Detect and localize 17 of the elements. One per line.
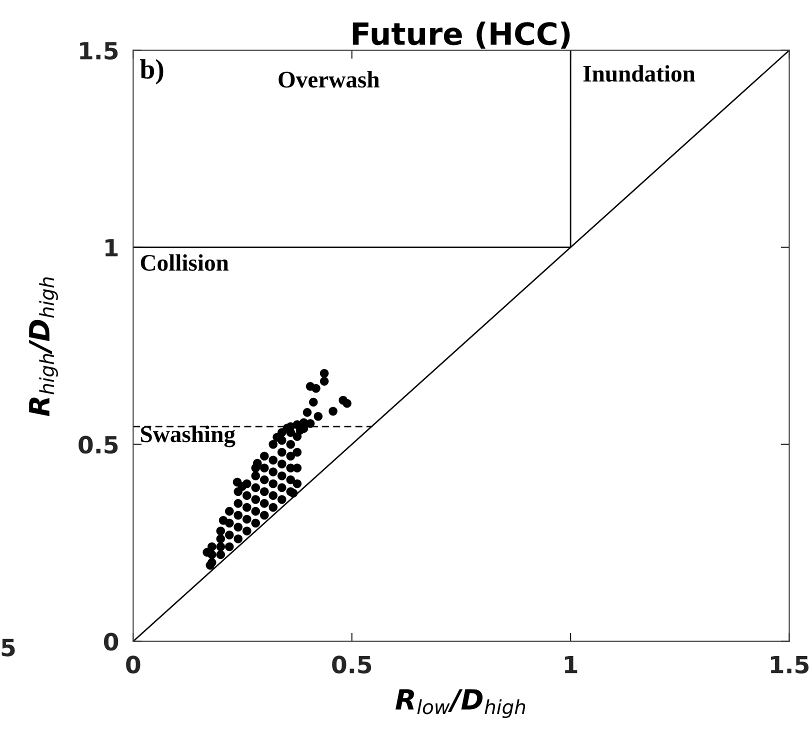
y-tick-label: 1 (106, 239, 118, 256)
x-axis-title: R$_{low}$/D$_{high}$ (396, 689, 526, 718)
x-tick-label: 0 (126, 656, 140, 674)
y-tick-label: 0 (104, 632, 118, 651)
annotation: Overwash (278, 71, 380, 88)
x-tick-label: 0.5 (332, 656, 372, 674)
annotation: Swashing (140, 426, 236, 448)
chart-title: Future (HCC) (352, 22, 570, 49)
y-axis-title: R$_{high}$/D$_{high}$ (29, 277, 58, 416)
y-tick-label: 0.5 (78, 436, 118, 454)
y-tick-label: 1.5 (80, 42, 118, 60)
x-tick-label: 1.5 (771, 656, 809, 674)
text: 5 (2, 638, 15, 656)
annotation: Collision (140, 254, 229, 271)
x-tick-label: 1 (565, 656, 578, 674)
annotation: Inundation (583, 65, 696, 82)
annotation: b) (140, 59, 164, 84)
